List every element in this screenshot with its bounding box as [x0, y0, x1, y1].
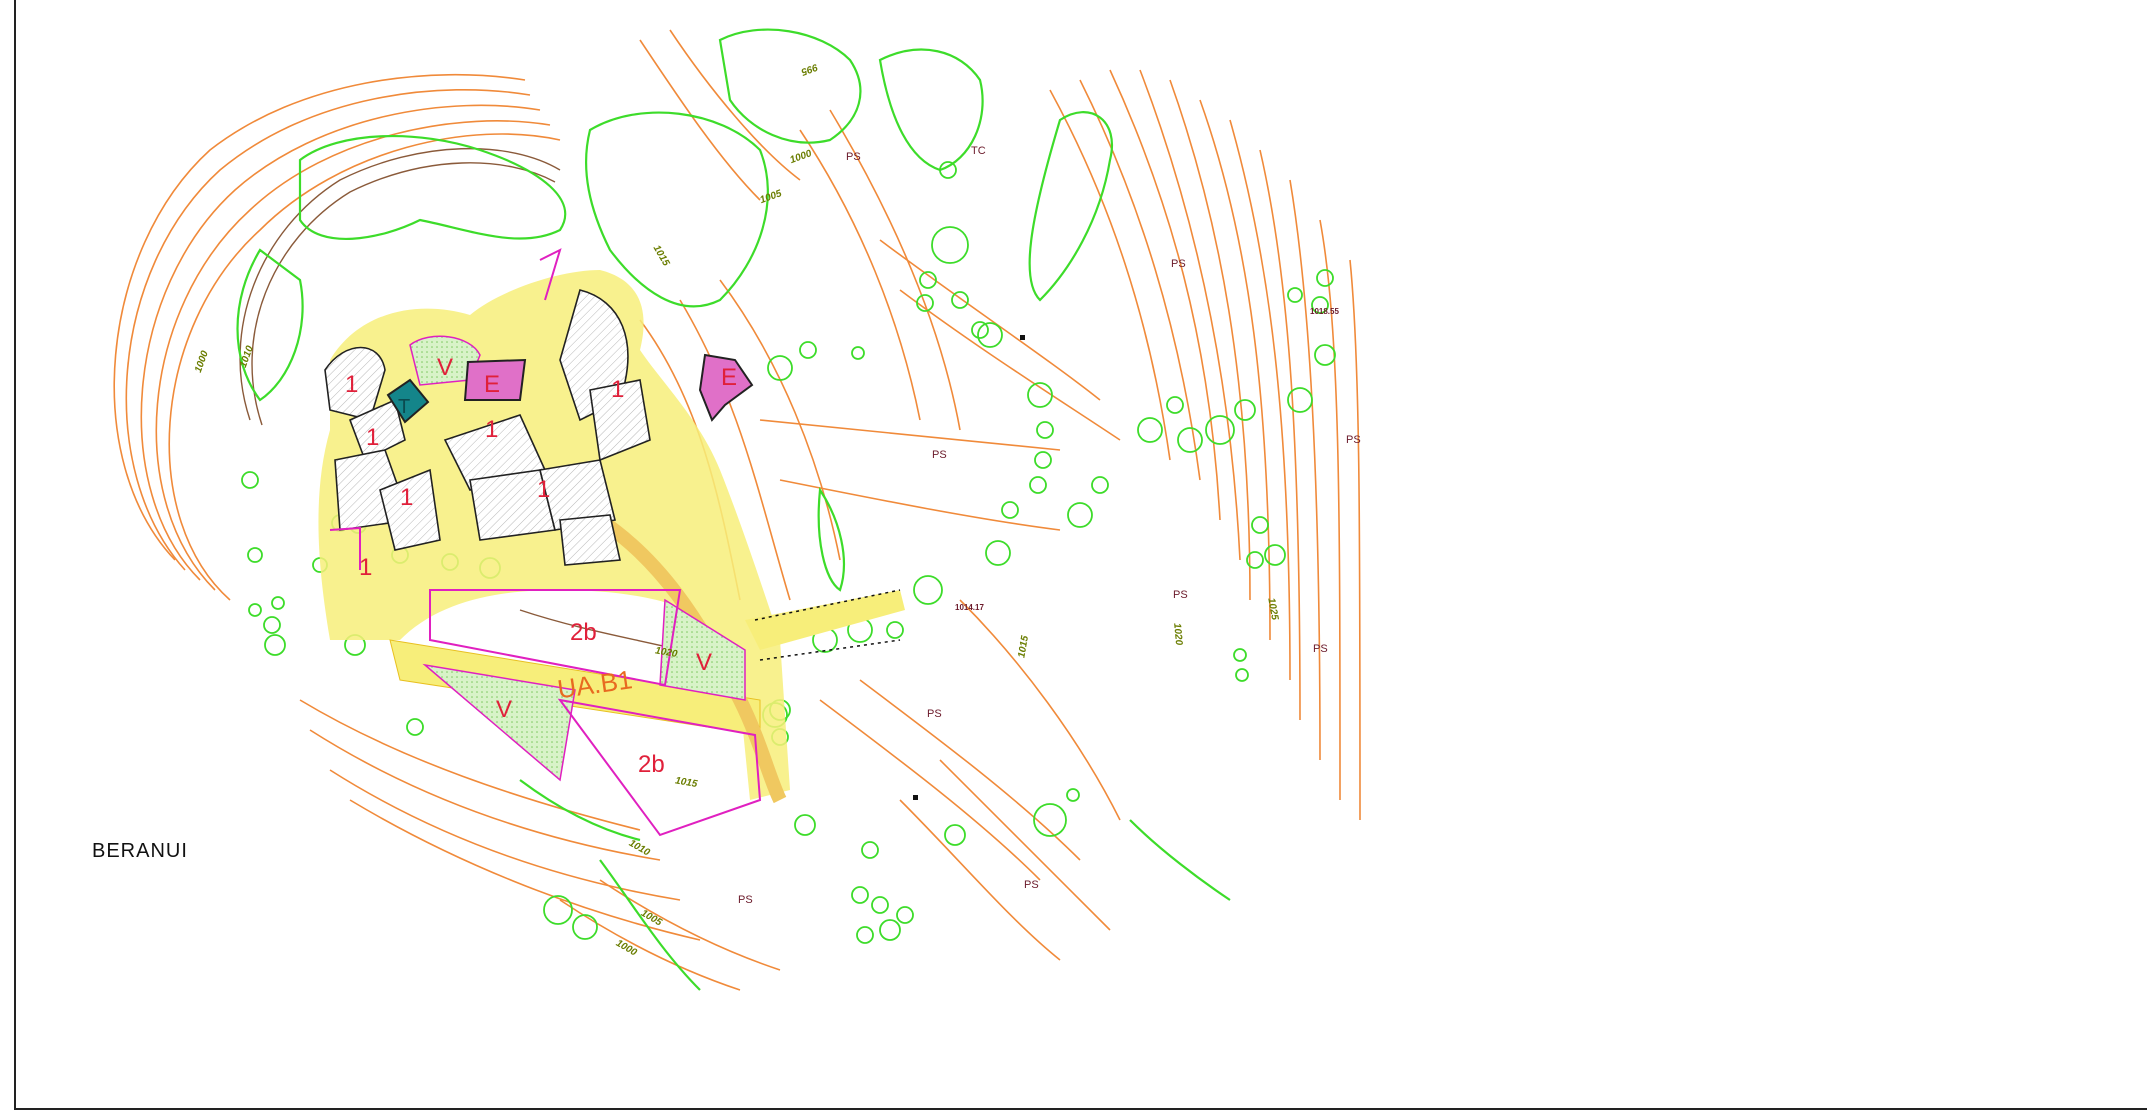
- zone-label-2b: 2b: [570, 619, 597, 646]
- contour-label: 1015: [674, 775, 698, 790]
- contour-label: 1005: [759, 188, 784, 206]
- zone-label-1: 1: [359, 554, 372, 581]
- zone-label-t: T: [398, 396, 410, 418]
- zone-label-e: E: [721, 364, 737, 391]
- point-markers: [913, 335, 1025, 800]
- zone-label-1: 1: [485, 416, 498, 443]
- urban-core: [318, 270, 905, 804]
- settlement-blocks: [324, 289, 651, 566]
- land-class-ps: PS: [1171, 258, 1186, 270]
- zone-label-e: E: [484, 371, 500, 398]
- contour-label: 1000: [789, 148, 814, 166]
- land-class-ps: PS: [927, 708, 942, 720]
- contour-label: 1010: [627, 838, 652, 859]
- zone-label-v: V: [696, 649, 712, 676]
- contour-lines: [113, 29, 1361, 991]
- place-name-label: BERANUI: [92, 840, 188, 862]
- contour-label: 1000: [614, 938, 639, 959]
- land-class-ps: PS: [1173, 589, 1188, 601]
- land-class-ps: PS: [1024, 879, 1039, 891]
- zone-boundaries: [329, 248, 762, 837]
- land-class-tc: TC: [971, 145, 986, 157]
- map-frame: [14, 0, 2147, 1110]
- equipment-areas: [386, 353, 754, 424]
- contour-label: 1025: [1265, 597, 1280, 621]
- zone-label-v: V: [437, 354, 453, 381]
- zone-label-1: 1: [611, 376, 624, 403]
- zone-labels: 1 1 1 1 1 1 1 V V V E E T 2b 2b UA.B1: [345, 354, 737, 778]
- zone-label-1: 1: [345, 371, 358, 398]
- land-class-ps: PS: [932, 449, 947, 461]
- road-dashes: [754, 589, 901, 661]
- spot-heights: 1018.55 1014.17: [955, 307, 1339, 612]
- zone-label-1: 1: [537, 476, 550, 503]
- contour-label: 1015: [1016, 634, 1031, 658]
- vegetation-outlines: [236, 28, 1231, 991]
- green-spaces: [409, 335, 746, 782]
- land-class-labels: PS TC PS PS PS PS PS PS PS PS: [738, 145, 1361, 906]
- spot-height: 1018.55: [1310, 307, 1339, 316]
- spot-height: 1014.17: [955, 603, 984, 612]
- contour-label: 995: [799, 61, 819, 77]
- contour-label: 1020: [1171, 623, 1184, 647]
- contour-label: 1020: [654, 645, 678, 660]
- contour-label: 1015: [651, 243, 672, 268]
- zone-label-v: V: [496, 696, 512, 723]
- contour-label: 1000: [193, 349, 211, 374]
- zone-label-1: 1: [400, 484, 413, 511]
- land-class-ps: PS: [846, 151, 861, 163]
- land-class-ps: PS: [1313, 643, 1328, 655]
- zone-label-1: 1: [366, 424, 379, 451]
- zone-label-2b: 2b: [638, 751, 665, 778]
- land-class-ps: PS: [1346, 434, 1361, 446]
- land-class-ps: PS: [738, 894, 753, 906]
